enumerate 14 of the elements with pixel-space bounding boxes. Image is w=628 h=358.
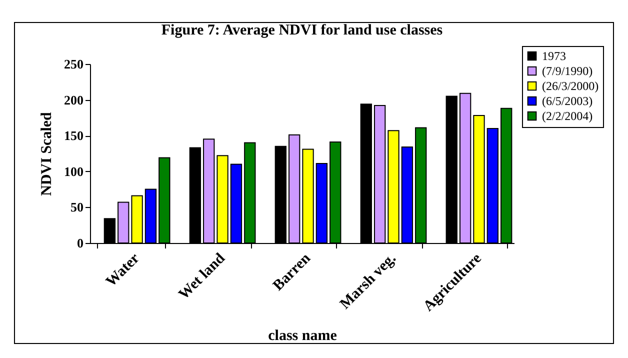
- y-tick-label: 100: [64, 164, 84, 179]
- legend-label: 1973: [542, 49, 566, 63]
- y-tick-label: 150: [64, 128, 84, 144]
- legend-label: (6/5/2003): [542, 94, 593, 108]
- y-tick-label: 200: [64, 92, 84, 108]
- legend-label: (7/9/1990): [542, 64, 593, 78]
- chart-title: Figure 7: Average NDVI for land use classes: [161, 22, 443, 38]
- x-axis-title: class name: [268, 328, 338, 344]
- y-axis-title: NDVI Scaled: [39, 111, 55, 196]
- legend-label: (2/2/2004): [542, 109, 593, 123]
- legend-label: (26/3/2000): [542, 79, 599, 93]
- y-tick-label: 50: [70, 200, 84, 215]
- y-tick-label: 0: [77, 236, 84, 250]
- y-tick-label: 250: [64, 56, 84, 72]
